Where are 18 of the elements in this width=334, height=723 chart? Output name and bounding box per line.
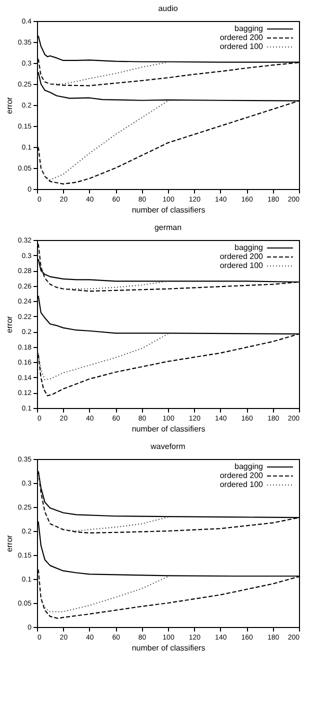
x-axis-title: number of classifiers	[132, 424, 206, 434]
legend-label: ordered 100	[220, 480, 264, 489]
y-axis-title: error	[4, 316, 14, 333]
legend-label: ordered 200	[220, 471, 264, 480]
x-axis-title: number of classifiers	[132, 644, 206, 652]
y-axis-title: error	[4, 534, 14, 552]
legend-label: ordered 100	[220, 42, 264, 51]
legend-label: ordered 200	[220, 252, 264, 261]
y-axis-title: error	[4, 96, 14, 114]
chart-title: audio	[158, 4, 178, 13]
chart-title: waveform	[150, 442, 186, 451]
chart-title: german	[154, 223, 182, 232]
legend-label: bagging	[234, 243, 263, 252]
legend-label: bagging	[234, 24, 263, 33]
x-axis-title: number of classifiers	[132, 206, 206, 214]
legend-label: bagging	[234, 462, 263, 471]
legend-label: ordered 200	[220, 33, 264, 42]
legend-label: ordered 100	[220, 261, 264, 270]
